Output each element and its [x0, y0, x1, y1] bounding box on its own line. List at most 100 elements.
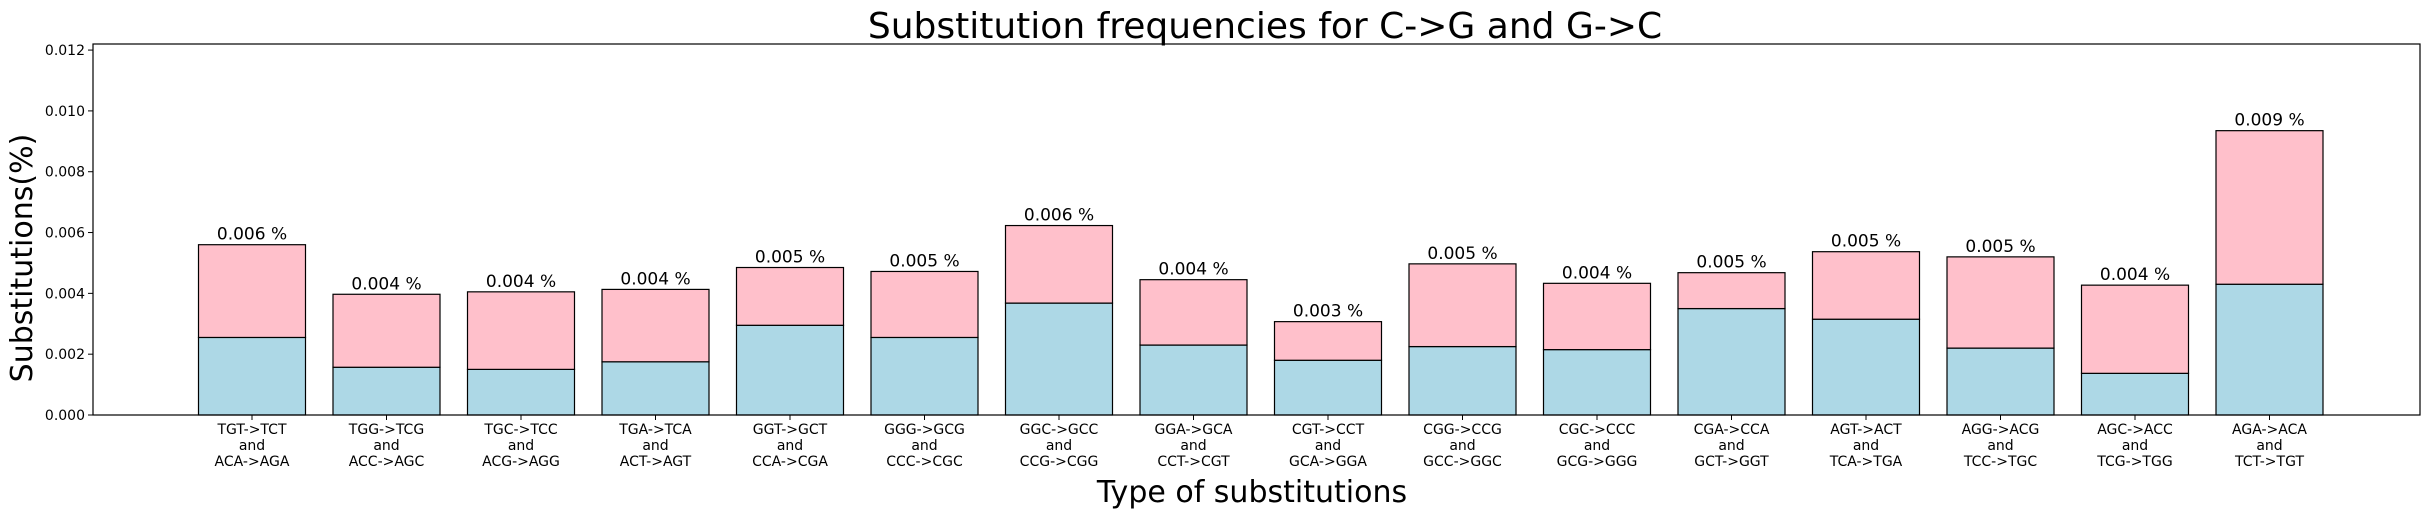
x-tick-label: GGT->GCT — [753, 422, 828, 438]
bar-segment — [197, 336, 307, 416]
bar-value-label: 0.006 % — [1024, 206, 1094, 226]
bar-segment — [1408, 345, 1517, 416]
x-tick-label: and — [239, 438, 265, 454]
bar-segment — [1946, 347, 2055, 416]
bar-segment — [1273, 359, 1383, 416]
bar-segment — [601, 288, 710, 363]
x-tick-label: CGG->CCG — [1423, 422, 1502, 438]
bar-value-label: 0.004 % — [620, 269, 690, 289]
x-tick-label: and — [1180, 438, 1206, 454]
x-tick-label: GGC->GCC — [1020, 422, 1099, 438]
y-tick-label: 0.002 — [45, 347, 85, 363]
x-tick-label: ACC->AGC — [349, 454, 425, 470]
x-tick-label: CGT->CCT — [1292, 422, 1365, 438]
bar-segment — [1946, 256, 2055, 349]
x-tick-label: CCA->CGA — [752, 454, 828, 470]
y-tick-label: 0.008 — [45, 165, 85, 181]
bar-segment — [735, 266, 845, 326]
x-tick-label: GGA->GCA — [1155, 422, 1233, 438]
bar-value-label: 0.005 % — [1696, 253, 1766, 273]
x-tick-label: TCT->TGT — [2234, 454, 2304, 470]
x-tick-label: and — [911, 438, 937, 454]
bar-segment — [1677, 307, 1786, 416]
y-axis: 0.000 0.002 0.004 0.006 0.008 0.010 0.012 — [45, 43, 93, 424]
x-tick-label: TCC->TGC — [1963, 454, 2037, 470]
x-tick-label: and — [1853, 438, 1879, 454]
bar-segment — [1273, 321, 1383, 361]
bar-segment — [2080, 284, 2190, 374]
x-tick-label: ACA->AGA — [215, 454, 290, 470]
y-tick-label: 0.010 — [45, 104, 85, 120]
x-tick-label: and — [1449, 438, 1475, 454]
x-axis-label: Type of substitutions — [1096, 475, 1407, 510]
x-tick-label: and — [508, 438, 534, 454]
bar-value-label: 0.004 % — [1158, 260, 1228, 280]
chart-title: Substitution frequencies for C->G and G-… — [868, 6, 1662, 47]
x-tick-label: AGG->ACG — [1962, 422, 2040, 438]
bar-value-label: 0.005 % — [1831, 232, 1901, 252]
x-tick-label: TCG->TGG — [2096, 454, 2172, 470]
x-tick-label: CGC->CCC — [1559, 422, 1636, 438]
x-tick-label: GCG->GGG — [1557, 454, 1638, 470]
x-tick-label: CCG->CGG — [1020, 454, 1099, 470]
bar-value-label: 0.004 % — [1562, 263, 1632, 283]
x-tick-label: TGC->TCC — [483, 422, 557, 438]
bar-value-label: 0.005 % — [1427, 244, 1497, 264]
x-tick-label: and — [777, 438, 803, 454]
bar-value-label: 0.005 % — [1965, 237, 2035, 257]
x-tick-label: and — [1584, 438, 1610, 454]
bar-segment — [1542, 349, 1652, 416]
bar-segment — [1139, 344, 1248, 416]
bar-value-label: 0.004 % — [351, 274, 421, 294]
x-tick-label: GCT->GGT — [1694, 454, 1769, 470]
bar-segment — [332, 366, 441, 416]
bar-segment — [870, 336, 979, 416]
x-tick-label: and — [1987, 438, 2013, 454]
bar-value-label: 0.004 % — [2100, 265, 2170, 285]
x-tick-label: and — [2256, 438, 2282, 454]
x-tick-label: and — [1315, 438, 1341, 454]
x-tick-label: AGT->ACT — [1830, 422, 1902, 438]
bar-segment — [1542, 282, 1652, 351]
x-tick-label: TGT->TCT — [216, 422, 286, 438]
data-labels-layer: 0.006 % 0.004 % 0.004 % 0.004 % 0.005 % 0.005… — [217, 111, 2305, 322]
x-tick-label: ACT->AGT — [620, 454, 692, 470]
x-tick-label: and — [642, 438, 668, 454]
bar-segment — [735, 324, 845, 416]
x-tick-label: and — [2122, 438, 2148, 454]
x-tick-label: and — [1718, 438, 1744, 454]
bar-segment — [1139, 279, 1248, 346]
x-axis: TGT->TCTandACA->AGATGG->TCGandACC->AGCTG… — [215, 415, 2307, 470]
bar-segment — [601, 361, 710, 416]
x-tick-label: CCT->CGT — [1157, 454, 1230, 470]
bar-value-label: 0.009 % — [2234, 111, 2304, 131]
bar-segment — [466, 368, 576, 416]
x-tick-label: and — [373, 438, 399, 454]
bars-layer — [197, 130, 2324, 416]
y-tick-label: 0.012 — [45, 43, 85, 59]
bar-value-label: 0.006 % — [217, 225, 287, 245]
x-tick-label: TCA->TGA — [1829, 454, 1903, 470]
bar-segment — [2215, 283, 2324, 416]
bar-value-label: 0.005 % — [755, 248, 825, 268]
x-tick-label: GCC->GGC — [1423, 454, 1502, 470]
x-tick-label: CGA->CCA — [1694, 422, 1770, 438]
x-tick-label: GCA->GGA — [1289, 454, 1367, 470]
x-tick-label: GGG->GCG — [884, 422, 965, 438]
bar-segment — [332, 293, 441, 368]
x-tick-label: AGC->ACC — [2097, 422, 2173, 438]
bar-segment — [2080, 372, 2190, 416]
bar-segment — [466, 291, 576, 370]
bar-segment — [870, 270, 979, 339]
x-tick-label: AGA->ACA — [2232, 422, 2307, 438]
y-tick-label: 0.004 — [45, 286, 85, 302]
bar-segment — [1004, 224, 1114, 304]
bar-value-label: 0.004 % — [486, 272, 556, 292]
x-tick-label: TGA->TCA — [618, 422, 692, 438]
bar-segment — [1811, 318, 1921, 416]
bar-segment — [1004, 302, 1114, 416]
bar-segment — [1811, 251, 1921, 320]
y-tick-label: 0.006 — [45, 226, 85, 242]
x-tick-label: TGG->TCG — [348, 422, 424, 438]
bar-segment — [2215, 130, 2324, 285]
